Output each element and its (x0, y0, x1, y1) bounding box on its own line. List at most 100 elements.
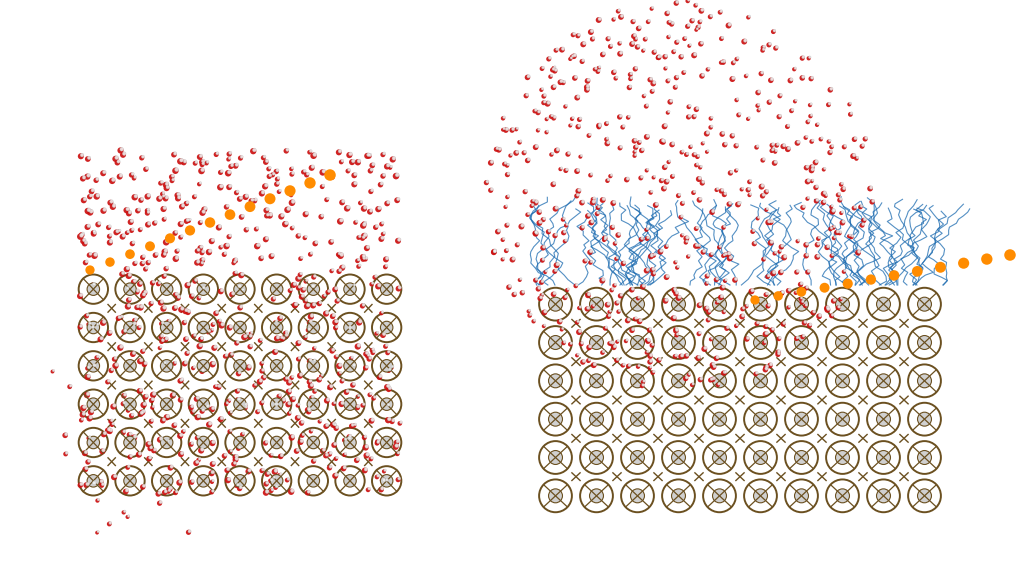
Point (598, 233, 614, 242)
Point (208, 150, 224, 159)
Point (128, 257, 144, 267)
Point (145, 402, 162, 411)
Point (582, 342, 598, 351)
Point (159, 184, 175, 193)
Point (152, 194, 168, 203)
Point (140, 220, 157, 229)
Point (328, 424, 344, 433)
Point (127, 192, 143, 202)
Point (350, 233, 367, 242)
Point (283, 285, 299, 294)
Point (698, 147, 715, 157)
Point (205, 359, 221, 369)
Point (710, 380, 726, 389)
Point (720, 21, 736, 30)
Point (300, 301, 316, 310)
Point (173, 376, 189, 385)
Point (157, 203, 173, 213)
Point (702, 12, 719, 21)
Point (176, 426, 193, 435)
Point (810, 251, 826, 260)
Point (294, 253, 310, 262)
Point (334, 377, 350, 386)
Point (722, 20, 738, 29)
Point (354, 234, 371, 243)
Point (555, 78, 571, 88)
Point (364, 165, 380, 175)
Point (176, 359, 193, 368)
Point (115, 428, 131, 437)
Point (800, 162, 816, 171)
Point (324, 346, 340, 355)
Point (113, 313, 129, 322)
Circle shape (672, 336, 685, 350)
Point (653, 137, 670, 146)
Point (346, 281, 362, 290)
Point (499, 161, 515, 170)
Point (74, 230, 90, 240)
Point (132, 449, 148, 458)
Point (629, 33, 645, 43)
Point (590, 203, 606, 213)
Point (183, 291, 200, 301)
Point (340, 203, 356, 212)
Point (585, 198, 601, 207)
Circle shape (161, 359, 173, 372)
Point (755, 156, 771, 165)
Point (635, 377, 651, 386)
Point (519, 156, 536, 165)
Point (252, 377, 268, 386)
Point (300, 406, 316, 415)
Circle shape (161, 283, 173, 295)
Point (151, 279, 167, 289)
Point (670, 37, 686, 46)
Point (612, 12, 629, 21)
Point (751, 87, 767, 96)
Point (247, 196, 263, 206)
Point (742, 176, 759, 185)
Point (356, 219, 373, 229)
Point (783, 75, 800, 84)
Point (82, 433, 98, 442)
Point (194, 248, 210, 257)
Point (212, 183, 228, 192)
Point (222, 210, 239, 219)
Circle shape (631, 336, 644, 350)
Point (290, 274, 306, 283)
Point (636, 376, 652, 385)
Point (364, 453, 380, 463)
Point (687, 1, 703, 10)
Point (347, 169, 364, 179)
Point (548, 46, 564, 55)
Point (380, 415, 396, 425)
Point (842, 110, 858, 119)
Point (760, 301, 776, 310)
Point (111, 314, 127, 323)
Point (531, 283, 548, 293)
Point (710, 297, 726, 306)
Circle shape (344, 321, 356, 334)
Point (748, 369, 764, 378)
Point (79, 363, 95, 373)
Point (115, 150, 131, 160)
Point (233, 271, 250, 280)
Point (93, 476, 110, 486)
Point (647, 200, 664, 210)
Point (666, 171, 682, 180)
Point (757, 338, 773, 347)
Point (652, 247, 669, 256)
Point (175, 201, 191, 210)
Point (162, 316, 178, 325)
Point (374, 484, 390, 493)
Point (646, 250, 663, 259)
Point (279, 327, 295, 336)
Point (757, 365, 773, 374)
Point (202, 218, 218, 227)
Point (583, 258, 599, 267)
Point (693, 374, 710, 383)
Point (734, 184, 751, 193)
Point (350, 391, 367, 400)
Point (159, 263, 175, 272)
Point (543, 72, 559, 81)
Point (157, 358, 173, 367)
